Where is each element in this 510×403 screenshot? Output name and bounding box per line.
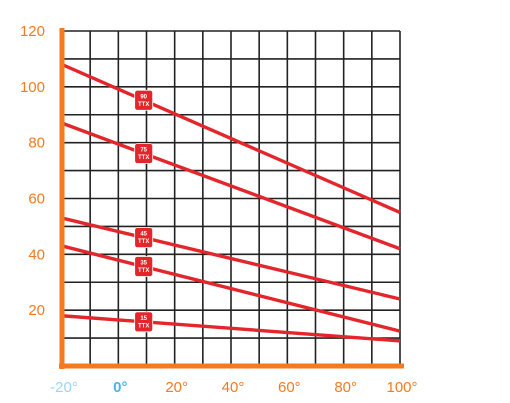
- x-tick-label: 60°: [278, 379, 301, 396]
- series-badge-unit: TTX: [138, 268, 149, 274]
- series-badge-unit: TTX: [138, 155, 149, 161]
- series-badge-box: [134, 256, 154, 277]
- series-line-45: [61, 216, 401, 301]
- x-tick-label: 0°: [113, 379, 127, 396]
- series-badge-value: 45: [140, 232, 147, 238]
- series-badge-value: 75: [140, 147, 147, 153]
- series-badge: 75 TTX: [134, 143, 154, 164]
- y-tick-label: 80: [28, 135, 45, 152]
- x-tick-label: 80°: [334, 379, 357, 396]
- x-tick-label: 40°: [222, 379, 245, 396]
- y-tick-label: 40: [28, 246, 45, 263]
- y-tick-label: 20: [28, 302, 45, 319]
- y-tick-labels: 20 40 60 80 100 120: [20, 23, 45, 319]
- x-tick-label: 20°: [165, 379, 188, 396]
- series-line-90: [61, 62, 401, 215]
- series-badge-value: 90: [140, 94, 147, 100]
- series-line-35: [61, 244, 401, 333]
- series-badge: 90 TTX: [134, 89, 154, 111]
- series-badge-value: 15: [140, 316, 147, 322]
- grid: [62, 30, 401, 366]
- series-badge-box: [134, 143, 154, 164]
- series-badge-unit: TTX: [138, 323, 149, 329]
- series-line-15: [61, 314, 401, 343]
- series-badge-unit: TTX: [138, 102, 149, 108]
- y-tick-label: 100: [20, 79, 45, 96]
- x-tick-label: -20°: [50, 379, 78, 396]
- series-lines: [61, 62, 401, 343]
- x-tick-labels: -20° 0° 20° 40° 60° 80° 100°: [50, 379, 417, 396]
- axes: [59, 28, 404, 369]
- series-badge-unit: TTX: [138, 239, 149, 245]
- series-badge-value: 35: [140, 261, 147, 267]
- series-badge-box: [134, 89, 154, 111]
- y-tick-label: 120: [20, 23, 45, 40]
- series-badge-box: [134, 227, 154, 249]
- series-line-75: [61, 121, 401, 251]
- series-badge-box: [134, 311, 154, 333]
- x-tick-label: 100°: [386, 379, 417, 396]
- y-tick-label: 60: [28, 191, 45, 208]
